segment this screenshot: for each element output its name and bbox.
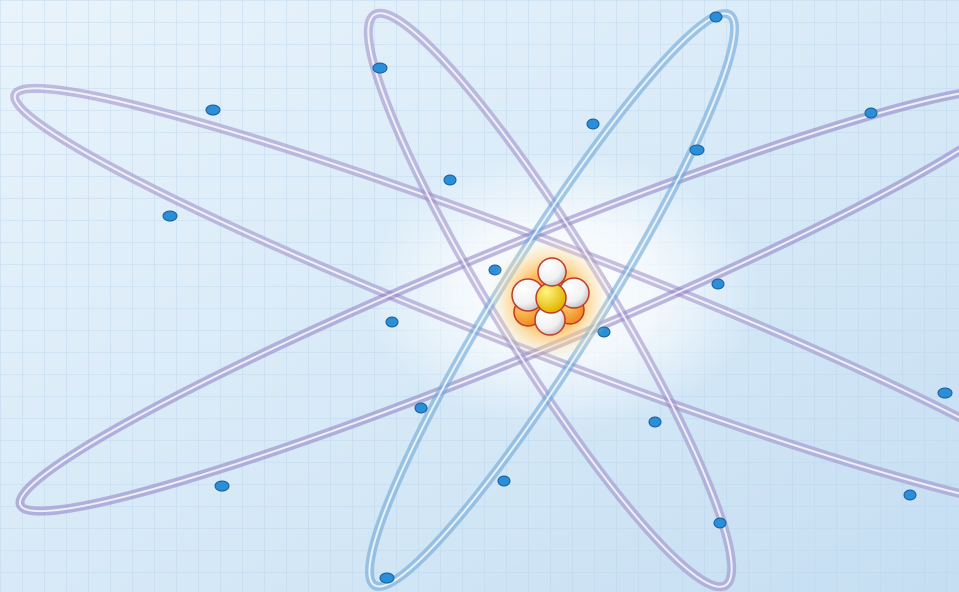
nucleus [488,238,612,362]
